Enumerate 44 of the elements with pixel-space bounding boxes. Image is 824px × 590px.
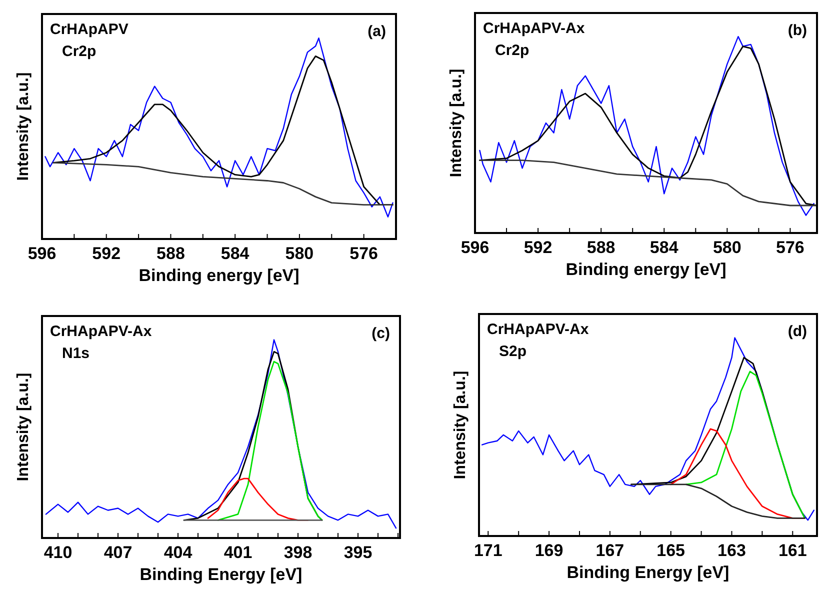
annotation: Cr2p	[62, 43, 96, 60]
y-axis-title: Intensity [a.u.]	[452, 370, 469, 480]
text: CrHApAPV	[50, 21, 128, 38]
x-tick-label: 398	[284, 543, 312, 562]
annotation: CrHApAPV-Ax	[483, 20, 586, 37]
x-tick-label: 580	[285, 244, 314, 263]
annotation: N1s	[62, 345, 90, 362]
x-tick-label: 588	[156, 244, 185, 263]
y-axis-title: Intensity [a.u.]	[15, 372, 32, 482]
x-tick-label: 395	[344, 543, 372, 562]
x-tick-label: 584	[650, 238, 679, 257]
annotation: CrHApAPV-Ax	[487, 321, 590, 338]
x-tick-label: 576	[350, 244, 378, 263]
x-axis-title: Binding energy [eV]	[138, 266, 300, 285]
annotation: CrHApAPV-Ax	[50, 323, 152, 340]
x-tick-label: 580	[712, 238, 742, 257]
x-tick-label: 167	[596, 541, 624, 560]
x-tick-label: 401	[224, 543, 252, 562]
x-tick-label: 161	[778, 541, 807, 560]
y-axis-title: Intensity [a.u.]	[15, 72, 32, 181]
x-tick-label: 576	[776, 238, 804, 257]
x-tick-label: 171	[474, 541, 502, 560]
annotation: Cr2p	[495, 42, 530, 59]
x-tick-label: 163	[718, 541, 746, 560]
x-axis-title: Binding Energy [eV]	[566, 563, 730, 582]
annotation: (c)	[372, 325, 390, 342]
x-tick-label: 592	[524, 238, 552, 257]
x-tick-label: 596	[460, 238, 490, 257]
x-tick-label: 588	[586, 238, 616, 257]
x-axis-title: Binding energy [eV]	[566, 260, 726, 279]
annotation: S2p	[499, 343, 527, 360]
x-axis-title: Binding Energy [eV]	[140, 565, 302, 584]
annotation: (d)	[788, 323, 807, 340]
x-tick-label: 596	[28, 244, 56, 263]
annotation: (a)	[368, 23, 386, 40]
x-tick-label: 407	[104, 543, 132, 562]
x-tick-label: 592	[92, 244, 121, 263]
x-tick-label: 169	[534, 541, 564, 560]
x-tick-label: 410	[44, 543, 72, 562]
x-tick-label: 165	[656, 541, 686, 560]
x-tick-label: 404	[164, 543, 193, 562]
x-tick-label: 584	[220, 244, 250, 263]
annotation: (b)	[788, 22, 807, 39]
y-axis-title: Intensity [a.u.]	[448, 68, 465, 178]
